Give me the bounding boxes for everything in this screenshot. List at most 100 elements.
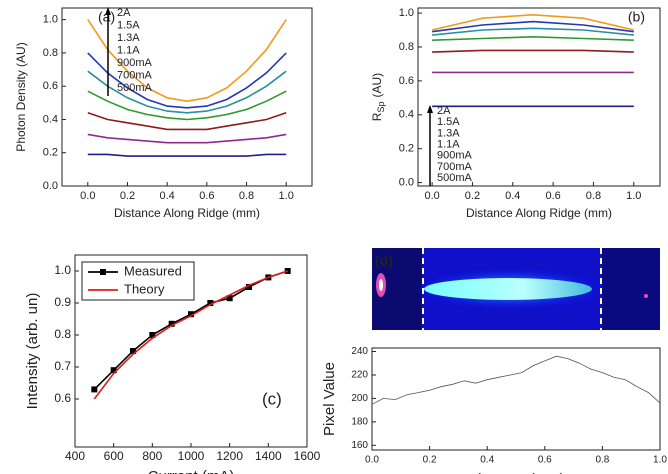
y-tick-label: 0.6 bbox=[54, 391, 71, 405]
y-axis-label-part: Photon Density (AU) bbox=[14, 42, 28, 151]
x-tick-label: 0.0 bbox=[424, 190, 439, 202]
x-axis-label: Current (mA) bbox=[148, 468, 235, 474]
y-tick-label: 0.0 bbox=[399, 177, 414, 189]
legend-label: 900mA bbox=[437, 150, 473, 162]
panel-label: (c) bbox=[262, 389, 282, 408]
x-tick-label: 0.6 bbox=[538, 455, 552, 466]
y-axis-label-part: Pixel Value bbox=[321, 362, 338, 436]
y-tick-label: 0.4 bbox=[43, 113, 58, 125]
x-tick-label: 0.0 bbox=[365, 455, 379, 466]
legend-box bbox=[81, 261, 195, 301]
y-tick-label: 0.8 bbox=[43, 47, 58, 59]
y-tick-label: 0.9 bbox=[54, 295, 71, 309]
series-line bbox=[93, 270, 288, 400]
x-tick-label: 0.8 bbox=[595, 455, 609, 466]
x-tick-label: 0.4 bbox=[480, 455, 494, 466]
legend-label: 700mA bbox=[117, 69, 153, 81]
x-tick-label: 0.0 bbox=[80, 190, 95, 202]
y-tick-label: 0.2 bbox=[43, 147, 58, 159]
camera-image bbox=[372, 248, 660, 330]
y-axis-label-part: R bbox=[370, 112, 384, 121]
y-tick-label: 0.6 bbox=[399, 75, 414, 87]
point-marker bbox=[246, 284, 252, 290]
x-axis-label: Distance Along Ridge (mm) bbox=[114, 206, 260, 220]
y-tick-label: 0.6 bbox=[43, 80, 58, 92]
y-axis-label: RSp (AU) bbox=[370, 73, 386, 121]
point-marker bbox=[130, 348, 136, 354]
x-tick-label: 0.6 bbox=[199, 190, 214, 202]
x-tick-label: 400 bbox=[65, 449, 85, 463]
y-tick-label: 0.4 bbox=[399, 109, 414, 121]
y-tick-label: 1.0 bbox=[54, 263, 71, 277]
plot-frame bbox=[61, 7, 313, 187]
x-tick-label: 0.8 bbox=[586, 190, 601, 202]
x-tick-label: 0.4 bbox=[160, 190, 175, 202]
y-tick-label: 0.8 bbox=[399, 41, 414, 53]
y-axis-label-part: (AU) bbox=[370, 73, 384, 98]
series-line bbox=[371, 355, 661, 405]
point-marker bbox=[226, 295, 233, 302]
y-tick-label: 1.0 bbox=[43, 14, 58, 26]
legend-label: 500mA bbox=[437, 172, 473, 184]
y-axis-label: Intensity (arb. un) bbox=[24, 293, 41, 410]
series-line bbox=[87, 70, 287, 114]
point-marker bbox=[149, 332, 156, 338]
legend-label: Theory bbox=[124, 281, 165, 296]
x-tick-label: 0.8 bbox=[239, 190, 254, 202]
y-tick-label: 200 bbox=[351, 393, 368, 404]
legend-label: 2A bbox=[117, 7, 131, 19]
series-line bbox=[87, 112, 287, 131]
point-marker bbox=[168, 320, 175, 327]
y-tick-label: 220 bbox=[351, 370, 368, 381]
y-tick-label: 180 bbox=[351, 417, 368, 428]
legend-label: 2A bbox=[437, 105, 451, 117]
y-tick-label: 0.8 bbox=[54, 327, 71, 341]
x-tick-label: 0.2 bbox=[120, 190, 135, 202]
panel-label: (d) bbox=[375, 253, 393, 269]
series-line bbox=[87, 90, 287, 121]
series-line bbox=[432, 35, 634, 41]
y-axis-label: Pixel Value bbox=[321, 362, 338, 436]
x-tick-label: 0.4 bbox=[505, 190, 520, 202]
x-axis-label: Distance Along Ridge (mm) bbox=[466, 206, 612, 220]
y-axis-label-part: Intensity (arb. un) bbox=[24, 293, 41, 410]
legend-label: 1.3A bbox=[437, 127, 460, 139]
plot-frame bbox=[371, 347, 661, 451]
legend-arrowhead bbox=[427, 105, 433, 113]
legend-label: 1.5A bbox=[437, 116, 460, 128]
x-tick-label: 1.0 bbox=[653, 455, 667, 466]
x-tick-label: 1000 bbox=[178, 449, 205, 463]
series-line bbox=[431, 20, 634, 33]
legend-label: 900mA bbox=[117, 57, 153, 69]
panel-label: (b) bbox=[628, 9, 645, 25]
legend-label: 1.1A bbox=[117, 44, 140, 56]
x-axis-label: Distance (mm) bbox=[467, 471, 565, 474]
series-line bbox=[432, 27, 634, 36]
panel-label: (a) bbox=[98, 9, 115, 25]
legend-label: 500mA bbox=[117, 82, 153, 94]
legend-marker bbox=[100, 269, 106, 275]
y-tick-label: 0.2 bbox=[399, 143, 414, 155]
x-tick-label: 800 bbox=[142, 449, 162, 463]
legend-arrowhead bbox=[105, 7, 111, 15]
y-tick-label: 0.7 bbox=[54, 359, 71, 373]
x-tick-label: 1400 bbox=[255, 449, 282, 463]
series-line bbox=[87, 153, 287, 157]
legend-label: 1.5A bbox=[117, 19, 140, 31]
legend-label: 700mA bbox=[437, 161, 473, 173]
point-marker bbox=[188, 311, 194, 318]
x-tick-label: 0.2 bbox=[423, 455, 437, 466]
series-line bbox=[87, 52, 287, 109]
point-marker bbox=[207, 300, 214, 306]
series-line bbox=[432, 49, 634, 53]
y-tick-label: 240 bbox=[351, 346, 368, 357]
x-tick-label: 1600 bbox=[294, 449, 321, 463]
x-tick-label: 1.0 bbox=[279, 190, 294, 202]
legend-label: 1.3A bbox=[117, 32, 140, 44]
legend-label: 1.1A bbox=[437, 139, 460, 151]
y-tick-label: 160 bbox=[351, 440, 368, 451]
y-axis-label: Photon Density (AU) bbox=[14, 42, 28, 151]
series-line bbox=[87, 19, 287, 103]
x-tick-label: 0.2 bbox=[465, 190, 480, 202]
